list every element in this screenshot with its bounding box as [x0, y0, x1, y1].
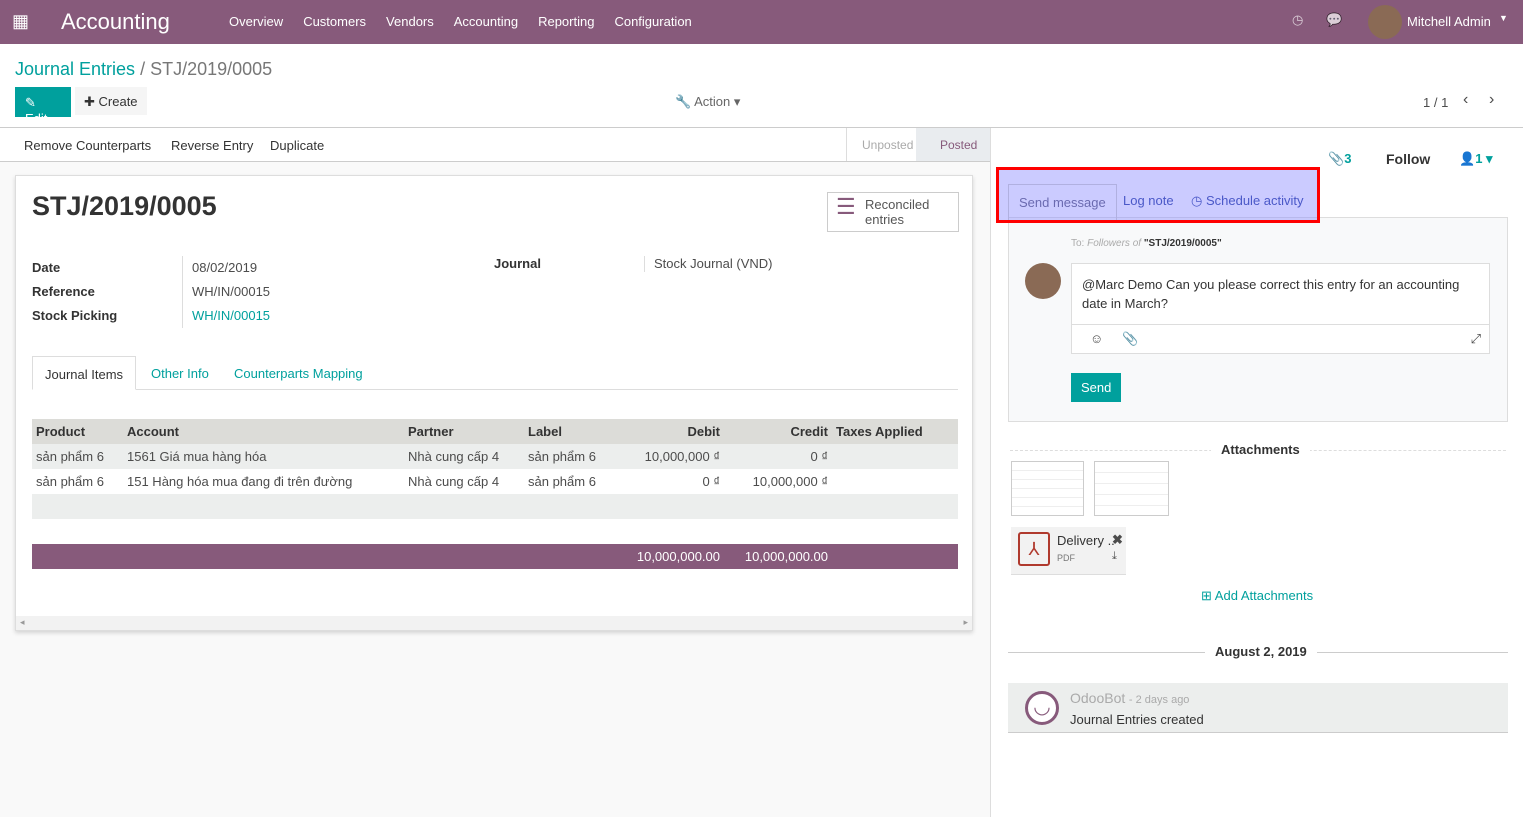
user-avatar[interactable] [1368, 5, 1402, 39]
emoji-icon[interactable]: ☺ [1090, 331, 1104, 346]
attachment-name: Delivery .. [1057, 533, 1115, 548]
date-label: Date [32, 260, 61, 275]
message-author: OdooBot [1070, 690, 1126, 706]
reconciled-entries-button[interactable]: ☰ Reconciled entries [827, 192, 959, 232]
horizontal-scrollbar[interactable]: ◂ ▸ [16, 616, 972, 630]
composer-tabs-highlight: Send message Log note ◷ Schedule activit… [996, 167, 1320, 223]
list-icon: ☰ [836, 194, 856, 219]
col-product: Product [36, 424, 86, 439]
reference-value: WH/IN/00015 [192, 284, 271, 299]
apps-grid-icon[interactable]: ▦ [12, 11, 30, 31]
breadcrumb-parent[interactable]: Journal Entries [15, 59, 136, 79]
col-credit: Credit [790, 424, 828, 439]
breadcrumb-current: STJ/2019/0005 [150, 59, 273, 79]
log-message: ◡ OdooBot - 2 days ago Journal Entries c… [1008, 683, 1508, 733]
menu-configuration[interactable]: Configuration [614, 14, 692, 29]
tab-counterparts-mapping[interactable]: Counterparts Mapping [234, 366, 363, 381]
menu-accounting[interactable]: Accounting [453, 14, 519, 29]
add-attachments-button[interactable]: ⊞ Add Attachments [1201, 588, 1314, 603]
state-unposted: Unposted [846, 128, 916, 161]
menu-customers[interactable]: Customers [303, 14, 367, 29]
menu-reporting[interactable]: Reporting [538, 14, 595, 29]
send-button[interactable]: Send [1071, 373, 1122, 402]
col-account: Account [127, 424, 179, 439]
form-sheet: STJ/2019/0005 ☰ Reconciled entries Date R… [15, 175, 973, 631]
composer: To: Followers of "STJ/2019/0005" @Marc D… [1008, 217, 1508, 422]
tab-journal-items[interactable]: Journal Items [32, 356, 137, 390]
stock-picking-label: Stock Picking [32, 308, 118, 323]
journal-value: Stock Journal (VND) [644, 256, 772, 272]
menu-overview[interactable]: Overview [229, 14, 284, 29]
date-separator: August 2, 2019 [1205, 644, 1317, 659]
pager-next-icon[interactable]: › [1489, 91, 1495, 108]
journal-items-table: Product Account Partner Label Debit Credit Tax… [32, 419, 958, 569]
attachment-card[interactable]: ⅄ Delivery .. PDF ✖ ⤓ [1011, 527, 1126, 575]
totals-row: 10,000,000.00 10,000,000.00 [32, 544, 958, 569]
create-button[interactable]: ✚ Create [75, 87, 147, 115]
reverse-entry-button[interactable]: Reverse Entry [171, 138, 254, 153]
chat-icon[interactable]: 💬 [1326, 12, 1343, 27]
date-value: 08/02/2019 [192, 260, 258, 275]
tab-other-info[interactable]: Other Info [151, 366, 209, 381]
tab-send-message[interactable]: Send message [1008, 184, 1117, 220]
pdf-icon: ⅄ [1018, 532, 1050, 566]
edit-button[interactable]: ✎ Edit [15, 87, 71, 126]
activity-clock-icon[interactable]: ◷ [1292, 12, 1304, 27]
top-navbar: ▦ Accounting Overview Customers Vendors Acc… [0, 0, 1523, 44]
attachment-type: PDF [1057, 553, 1075, 563]
paperclip-icon[interactable]: 📎 [1122, 331, 1139, 346]
control-panel: Journal Entries / STJ/2019/0005 ✎ Edit ✚… [0, 44, 1523, 128]
message-body: Journal Entries created [1070, 712, 1204, 727]
col-debit: Debit [687, 424, 721, 439]
tab-schedule-activity[interactable]: ◷ Schedule activity [1191, 193, 1304, 208]
message-time: - 2 days ago [1128, 694, 1190, 706]
duplicate-button[interactable]: Duplicate [270, 138, 325, 153]
main-menu: Overview Customers Vendors Accounting Report… [229, 14, 712, 29]
stock-picking-link[interactable]: WH/IN/00015 [192, 308, 271, 323]
odoobot-avatar: ◡ [1025, 691, 1059, 725]
col-taxes: Taxes Applied [836, 424, 923, 439]
follow-button[interactable]: Follow [1386, 151, 1431, 167]
attachments-title: Attachments [1211, 442, 1310, 457]
total-credit: 10,000,000.00 [744, 549, 828, 564]
author-avatar [1025, 263, 1061, 299]
download-icon[interactable]: ⤓ [1112, 550, 1117, 562]
chatter: 📎3 Follow 👤1 ▾ To: Followers of "STJ/201… [990, 128, 1523, 817]
total-debit: 10,000,000.00 [636, 549, 720, 564]
action-dropdown[interactable]: 🔧 Action ▾ [675, 94, 741, 109]
col-label: Label [528, 424, 562, 439]
record-title: STJ/2019/0005 [32, 191, 217, 221]
app-title[interactable]: Accounting [61, 9, 170, 34]
attachment-thumbnail[interactable] [1011, 461, 1084, 516]
col-partner: Partner [408, 424, 454, 439]
menu-vendors[interactable]: Vendors [386, 14, 434, 29]
journal-label: Journal [494, 256, 541, 271]
attachment-thumbnail[interactable] [1094, 461, 1169, 516]
tab-log-note[interactable]: Log note [1123, 193, 1174, 208]
user-name[interactable]: Mitchell Admin [1407, 14, 1491, 29]
table-row[interactable]: sản phẩm 6 151 Hàng hóa mua đang đi trên … [36, 474, 828, 489]
table-row[interactable]: sản phẩm 6 1561 Giá mua hàng hóa Nhà cung … [32, 444, 958, 469]
attachments-count-button[interactable]: 📎3 [1328, 151, 1352, 166]
message-input[interactable]: @Marc Demo Can you please correct this e… [1071, 263, 1490, 354]
pager-value[interactable]: 1 / 1 [1423, 95, 1449, 110]
expand-icon[interactable]: ⤢ [1470, 331, 1481, 346]
statusbar: Remove Counterparts Reverse Entry Duplic… [0, 128, 990, 162]
remove-counterparts-button[interactable]: Remove Counterparts [24, 138, 152, 153]
reference-label: Reference [32, 284, 95, 299]
caret-down-icon[interactable]: ▼ [1499, 13, 1508, 23]
delete-icon[interactable]: ✖ [1112, 532, 1123, 547]
pager-previous-icon[interactable]: ‹ [1463, 91, 1469, 108]
followers-button[interactable]: 👤1 ▾ [1459, 151, 1493, 166]
state-posted: Posted [916, 128, 990, 161]
